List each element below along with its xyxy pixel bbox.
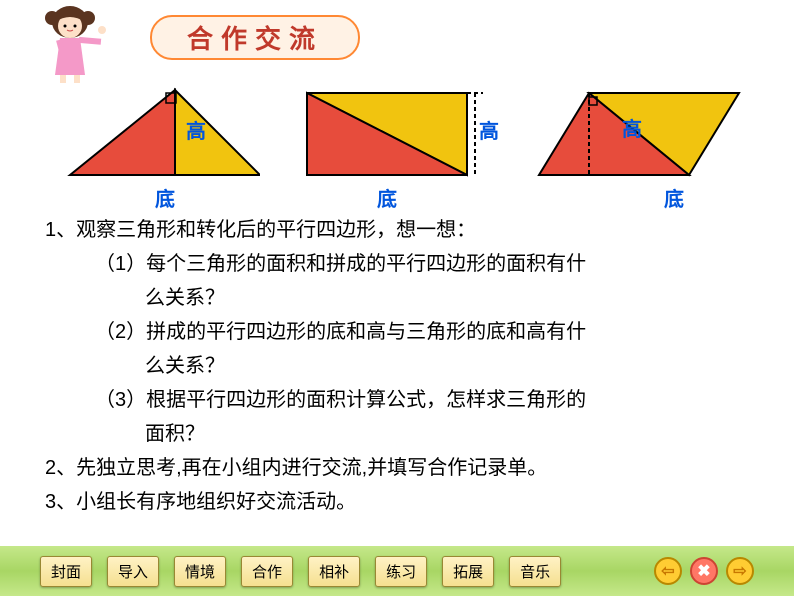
height-label-2: 高 xyxy=(479,115,499,144)
close-icon[interactable]: ✖ xyxy=(690,557,718,585)
nav-coop-button[interactable]: 合作 xyxy=(241,556,293,587)
nav-extend-button[interactable]: 拓展 xyxy=(442,556,494,587)
diagram-2: 高 底 xyxy=(297,85,497,215)
line-3: 3、小组长有序地组织好交流活动。 xyxy=(45,487,749,517)
q3-a: （3）根据平行四边形的面积计算公式，怎样求三角形的 xyxy=(45,385,749,415)
back-icon[interactable]: ⇦ xyxy=(654,557,682,585)
base-label-2: 底 xyxy=(377,183,397,212)
nav-music-button[interactable]: 音乐 xyxy=(509,556,561,587)
height-label-1: 高 xyxy=(186,115,206,144)
base-label-1: 底 xyxy=(155,183,175,212)
line-2: 2、先独立思考,再在小组内进行交流,并填写合作记录单。 xyxy=(45,453,749,483)
q1-b: 么关系？ xyxy=(45,283,749,313)
nav-context-button[interactable]: 情境 xyxy=(174,556,226,587)
diagram-1: 高 底 xyxy=(60,85,260,215)
bottom-nav-bar: 封面 导入 情境 合作 相补 练习 拓展 音乐 ⇦ ✖ ⇨ xyxy=(0,546,794,596)
q3-b: 面积？ xyxy=(45,419,749,449)
content-text: 1、观察三角形和转化后的平行四边形，想一想： （1）每个三角形的面积和拼成的平行… xyxy=(45,215,749,521)
title-bubble: 合作交流 xyxy=(150,15,360,60)
nav-cover-button[interactable]: 封面 xyxy=(40,556,92,587)
nav-supp-button[interactable]: 相补 xyxy=(308,556,360,587)
forward-icon[interactable]: ⇨ xyxy=(726,557,754,585)
line-1: 1、观察三角形和转化后的平行四边形，想一想： xyxy=(45,215,749,245)
base-label-3: 底 xyxy=(664,183,684,212)
q2-b: 么关系？ xyxy=(45,351,749,381)
title-text: 合作交流 xyxy=(187,19,323,56)
nav-icon-group: ⇦ ✖ ⇨ xyxy=(654,557,754,585)
q2-a: （2）拼成的平行四边形的底和高与三角形的底和高有什 xyxy=(45,317,749,347)
diagrams-row: 高 底 高 底 高 底 xyxy=(60,85,734,215)
nav-intro-button[interactable]: 导入 xyxy=(107,556,159,587)
nav-practice-button[interactable]: 练习 xyxy=(375,556,427,587)
avatar-girl xyxy=(30,0,125,85)
q1-a: （1）每个三角形的面积和拼成的平行四边形的面积有什 xyxy=(45,249,749,279)
diagram-3: 高 底 xyxy=(534,85,734,215)
height-label-3: 高 xyxy=(622,113,642,142)
